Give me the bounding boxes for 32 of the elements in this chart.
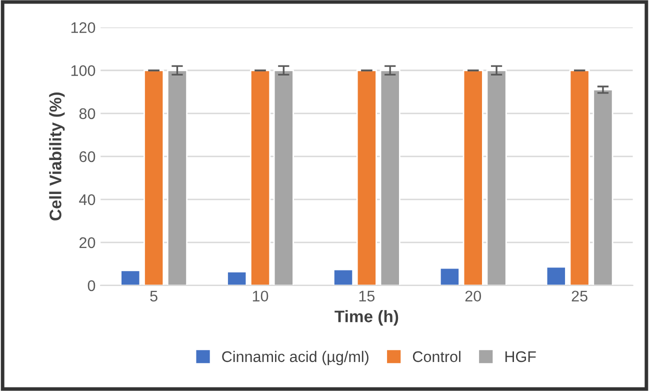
y-tick-label: 40 <box>79 194 96 206</box>
legend-label: HGF <box>505 351 536 362</box>
x-tick-label: 10 <box>252 290 268 302</box>
bar <box>462 70 484 286</box>
y-tick-label: 120 <box>71 22 96 34</box>
bar <box>356 70 377 286</box>
y-tick-label: 80 <box>79 108 96 120</box>
x-tick-label: 5 <box>150 290 158 302</box>
bar <box>486 70 507 286</box>
y-tick-label: 60 <box>80 151 96 162</box>
x-tick-label: 15 <box>359 290 375 302</box>
bar <box>120 270 141 286</box>
bar <box>273 70 294 286</box>
x-axis-title: Time (h) <box>334 310 398 326</box>
x-tick-label: 20 <box>465 290 482 302</box>
x-tick-label: 25 <box>572 290 588 302</box>
bar <box>569 70 590 286</box>
legend-label: Control <box>412 350 460 362</box>
y-tick-label: 20 <box>80 237 96 248</box>
y-tick-label: 100 <box>71 65 96 76</box>
y-tick-label: 0 <box>88 280 96 292</box>
bar <box>166 70 188 286</box>
bar <box>226 270 248 286</box>
bar <box>592 89 614 286</box>
bar <box>144 70 164 286</box>
bar <box>546 266 566 286</box>
legend-label: Cinnamic acid (µg/ml) <box>222 350 368 366</box>
y-axis-title: Cell Viability (%) <box>49 92 65 220</box>
bar <box>250 70 271 286</box>
bar <box>439 267 460 286</box>
bar <box>332 268 354 286</box>
bar <box>380 70 400 286</box>
